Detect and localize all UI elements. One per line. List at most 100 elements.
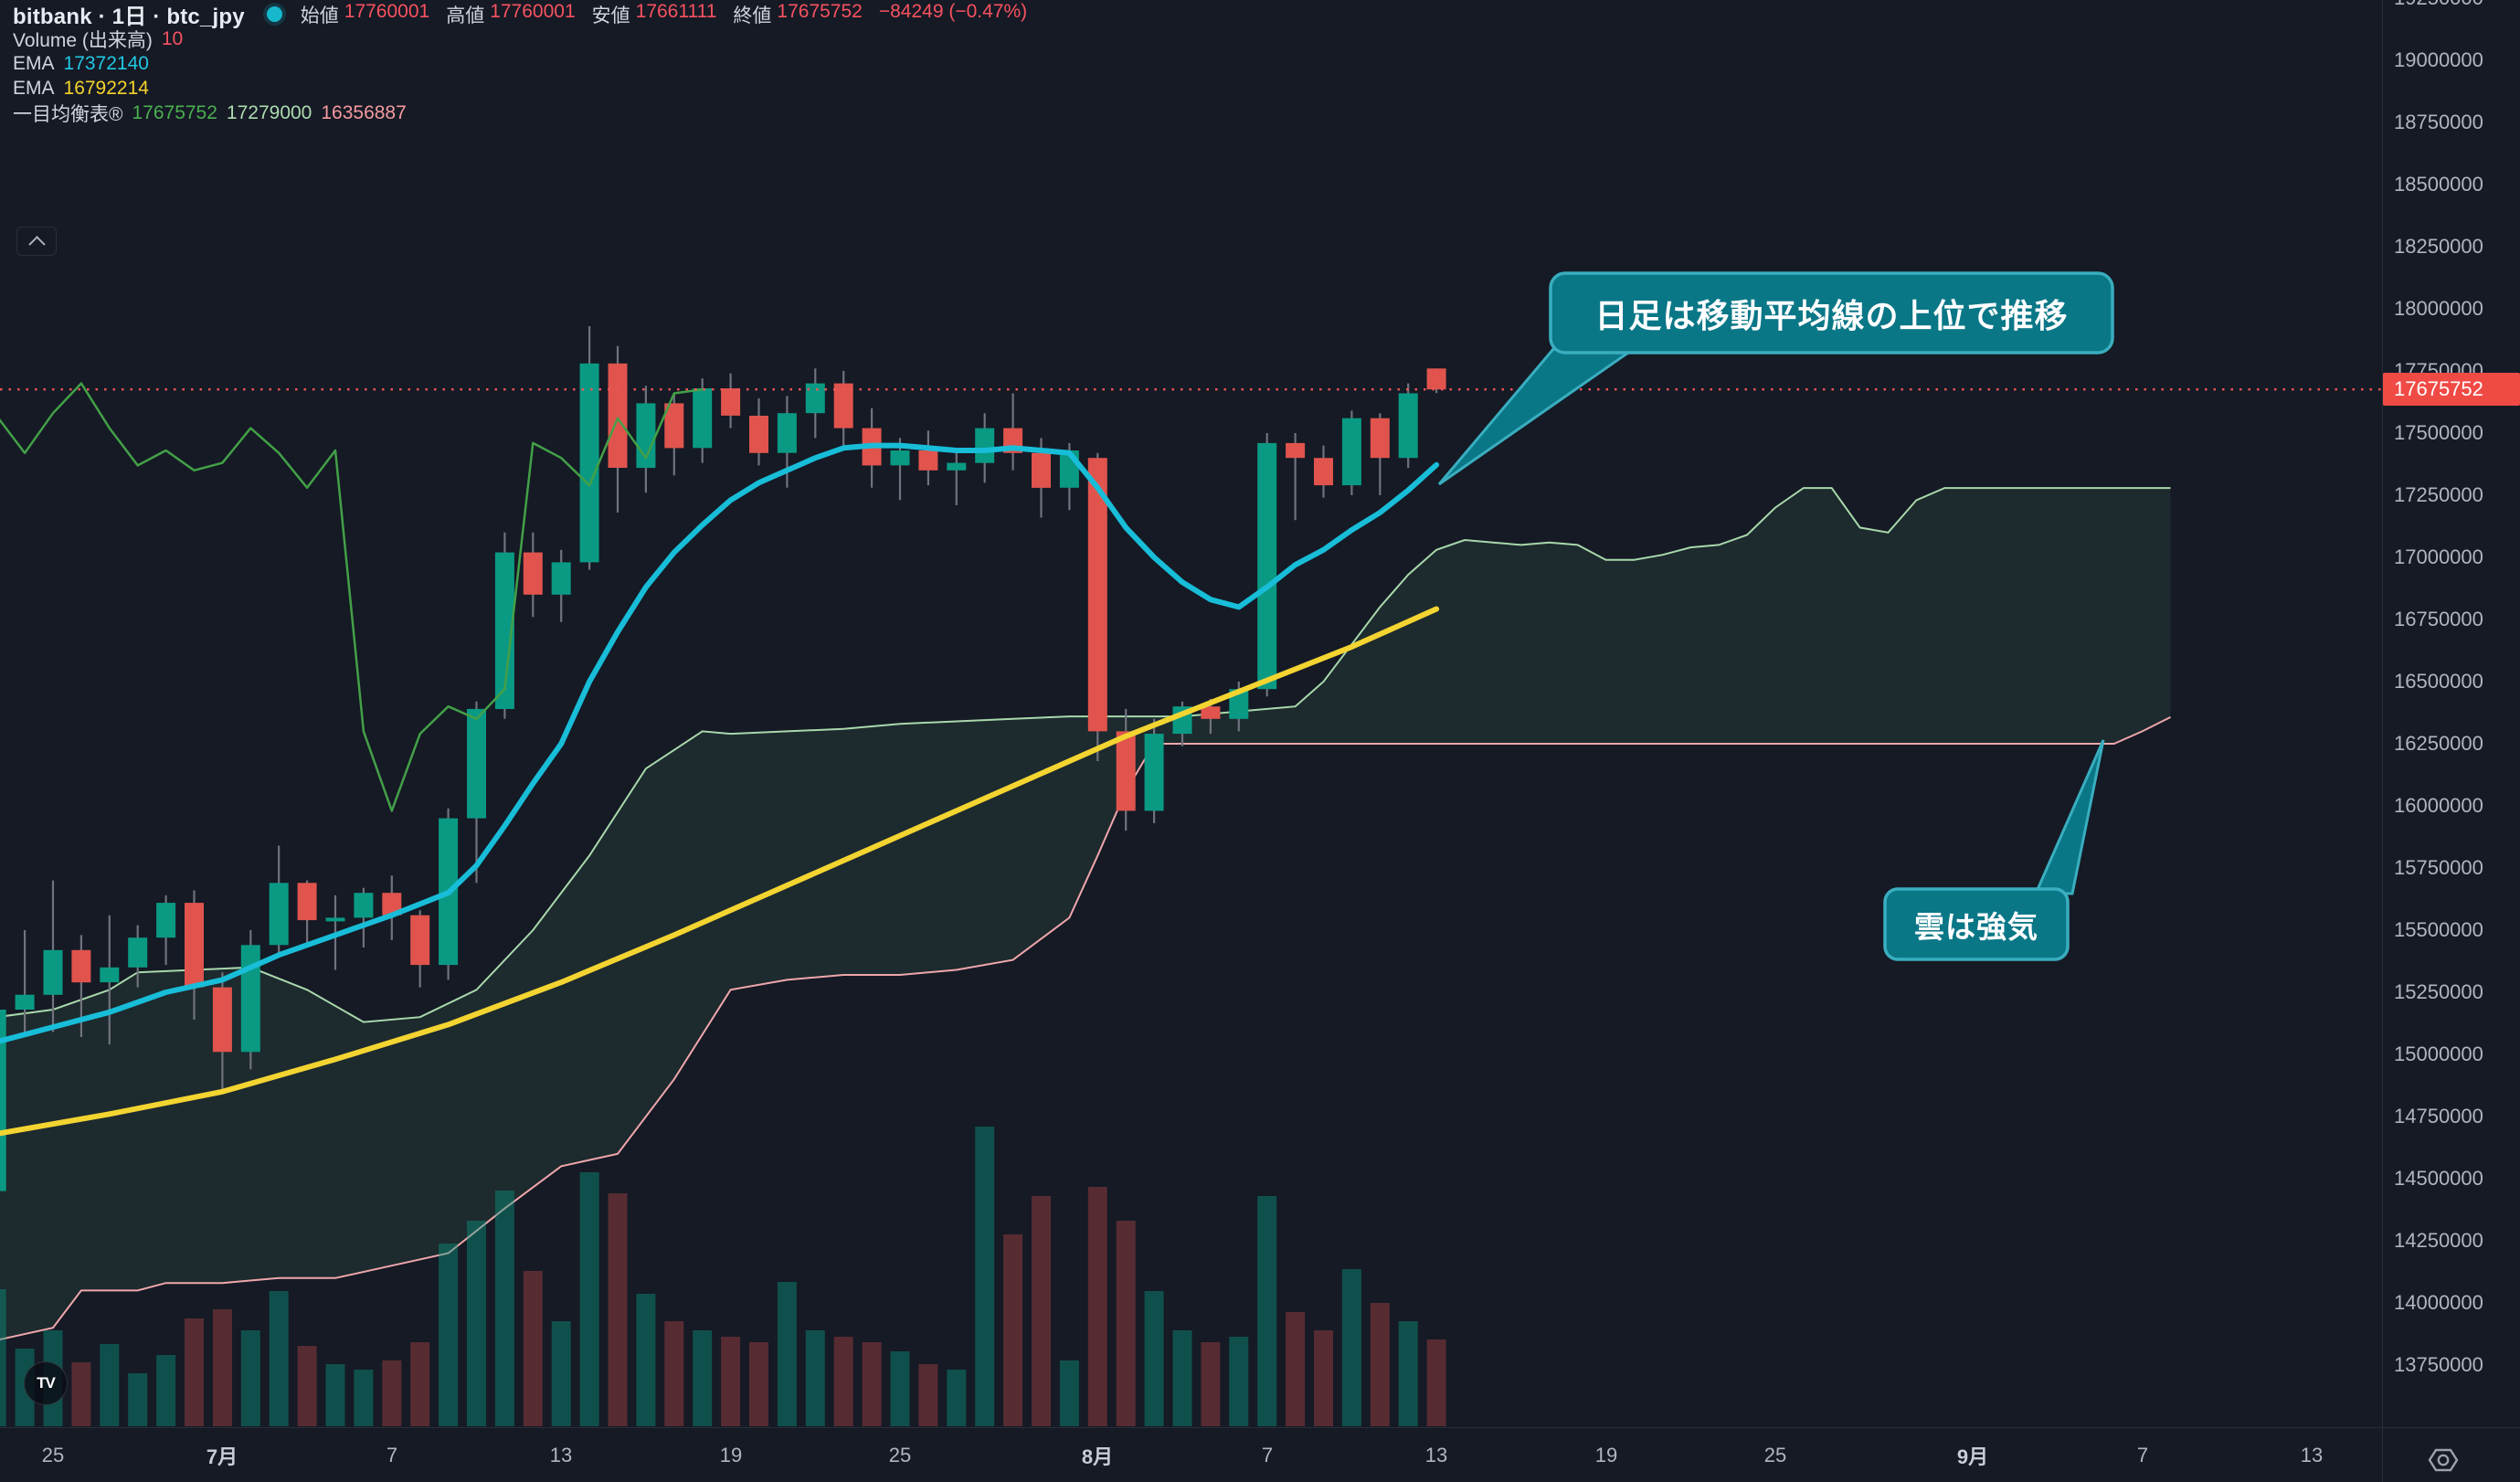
- volume-bar: [354, 1370, 374, 1426]
- time-axis-label: 7: [386, 1443, 398, 1466]
- volume-bar: [947, 1370, 967, 1426]
- volume-bar: [156, 1355, 176, 1426]
- ema-fast-row[interactable]: EMA 17372140: [13, 51, 1027, 76]
- volume-bar: [608, 1193, 628, 1426]
- price-axis-label: 18000000: [2394, 297, 2483, 320]
- volume-bar: [410, 1342, 430, 1426]
- ichimoku-row[interactable]: 一目均衡表® 17675752 17279000 16356887: [13, 101, 1027, 125]
- volume-bar: [1003, 1234, 1023, 1426]
- symbol-row[interactable]: bitbank · 1日 · btc_jpy 始値 17760001 高値 1776…: [13, 0, 1028, 30]
- candle-body: [1398, 393, 1418, 459]
- volume-bar: [240, 1330, 260, 1426]
- ema-slow-row[interactable]: EMA 16792214: [13, 76, 1027, 101]
- volume-indicator-row[interactable]: Volume (出来高) 10: [13, 26, 1027, 51]
- candle-body: [1087, 458, 1107, 732]
- volume-bar: [382, 1360, 402, 1426]
- volume-bar: [1201, 1342, 1221, 1426]
- volume-bar: [325, 1364, 345, 1426]
- volume-bar: [1116, 1221, 1136, 1426]
- candle-body: [43, 949, 63, 995]
- candle-body: [100, 967, 120, 983]
- volume-bar: [1087, 1187, 1107, 1426]
- time-axis-label: 19: [719, 1443, 743, 1466]
- ichimoku-senkou-b-value: 16356887: [321, 101, 407, 123]
- time-axis-label: 8月: [1081, 1445, 1114, 1468]
- price-axis-label: 15750000: [2394, 856, 2483, 879]
- open-value: 17760001: [344, 0, 430, 22]
- candle-body: [975, 428, 995, 463]
- tradingview-logo[interactable]: TV: [24, 1361, 68, 1405]
- change-value: −84249 (−0.47%): [878, 0, 1028, 22]
- price-axis-label: 16000000: [2394, 794, 2483, 817]
- time-axis-label: 25: [41, 1443, 65, 1466]
- volume-bar: [1341, 1269, 1361, 1426]
- volume-bar: [494, 1191, 514, 1426]
- candle-body: [918, 450, 938, 471]
- candle-body: [185, 903, 204, 988]
- volume-bar: [1398, 1321, 1418, 1426]
- price-axis-label: 14250000: [2394, 1229, 2483, 1252]
- candle-body: [1370, 418, 1390, 459]
- symbol-title: bitbank · 1日 · btc_jpy: [13, 5, 245, 29]
- candle-body: [1314, 458, 1333, 486]
- volume-bar: [100, 1344, 120, 1426]
- time-axis[interactable]: 25 7月 7 13 19 25 8月 7 13 19 25 9月 7 13: [0, 1428, 2520, 1482]
- price-axis-separator: [2382, 0, 2383, 1482]
- time-axis-label: 25: [888, 1443, 912, 1466]
- volume-bar: [297, 1346, 317, 1426]
- time-axis-label: 25: [1763, 1443, 1787, 1466]
- candle-body: [777, 413, 797, 453]
- volume-bar: [805, 1330, 825, 1426]
- candle-body: [156, 903, 176, 938]
- market-status-icon: [266, 6, 282, 22]
- price-axis-label: 15000000: [2394, 1043, 2483, 1065]
- volume-bar: [551, 1321, 571, 1426]
- lagging-span-line: [0, 382, 704, 812]
- price-axis-label: 16750000: [2394, 608, 2483, 630]
- ema-fast-value: 17372140: [63, 52, 149, 74]
- annotation-cloud-callout[interactable]: 雲は強気: [1914, 909, 2038, 944]
- volume-bar: [1257, 1196, 1277, 1426]
- candle-body: [1116, 731, 1136, 811]
- price-axis-label: 18750000: [2394, 111, 2483, 133]
- volume-bar: [185, 1318, 204, 1426]
- volume-bar: [1144, 1291, 1164, 1426]
- volume-bar: [1032, 1196, 1051, 1426]
- volume-bar: [890, 1351, 910, 1426]
- time-axis-label: 7月: [206, 1445, 238, 1468]
- price-axis[interactable]: 19250000 19000000 18750000 18500000 18250000…: [2383, 0, 2520, 1427]
- time-axis-label: 7: [2136, 1443, 2149, 1466]
- price-axis-label: 18500000: [2394, 173, 2483, 196]
- price-axis-label: 16500000: [2394, 670, 2483, 693]
- candle-body: [1201, 706, 1221, 719]
- annotation-ma-callout[interactable]: 日足は移動平均線の上位で推移: [1594, 296, 2069, 334]
- volume-bar: [1426, 1339, 1446, 1426]
- timezone-settings-icon[interactable]: [2427, 1444, 2460, 1477]
- candle-body: [551, 562, 571, 595]
- candle-body: [579, 363, 599, 563]
- ema-fast-line: [0, 442, 1440, 1044]
- price-axis-label: 15500000: [2394, 918, 2483, 941]
- candle-body: [71, 949, 91, 983]
- last-price-tag: 17675752: [2383, 373, 2520, 406]
- candle-body: [805, 383, 825, 414]
- volume-bar: [467, 1221, 486, 1426]
- candle-body: [1426, 368, 1446, 390]
- candle-body: [15, 994, 35, 1010]
- collapse-legend-button[interactable]: [16, 227, 57, 256]
- volume-bar: [212, 1309, 232, 1426]
- price-axis-label: 17000000: [2394, 545, 2483, 568]
- time-axis-separator: [0, 1427, 2520, 1428]
- time-axis-label: 13: [2300, 1443, 2324, 1466]
- price-axis-label: 15250000: [2394, 980, 2483, 1003]
- volume-bar: [749, 1342, 768, 1426]
- ichimoku-label: 一目均衡表®: [13, 103, 123, 125]
- volume-bar: [1229, 1337, 1249, 1426]
- annotation-cloud-tail: [2033, 739, 2105, 895]
- volume-bar: [721, 1337, 741, 1426]
- volume-bar: [1370, 1303, 1390, 1426]
- ichimoku-senkou-a-value: 17279000: [226, 101, 312, 123]
- price-axis-label: 18250000: [2394, 235, 2483, 258]
